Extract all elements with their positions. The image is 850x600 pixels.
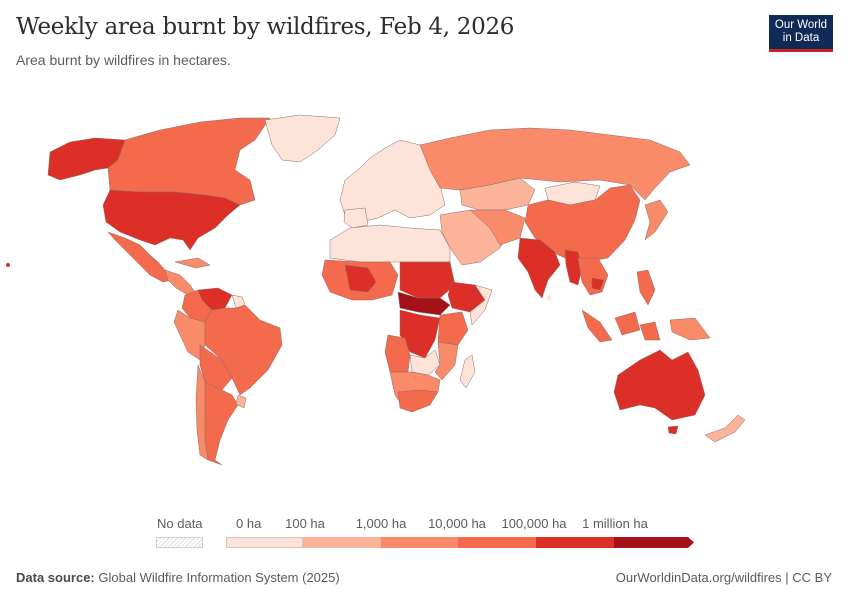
region-uruguay[interactable] (235, 394, 247, 409)
region-hawaii[interactable] (6, 263, 10, 267)
region-east-africa[interactable] (437, 311, 469, 346)
region-png[interactable] (669, 317, 711, 341)
region-sudan[interactable] (399, 261, 456, 299)
data-source: Data source: Global Wildfire Information… (16, 570, 340, 585)
region-greenland[interactable] (264, 114, 341, 163)
region-sahel-red[interactable] (344, 264, 377, 293)
legend-bin-2[interactable] (381, 537, 458, 548)
region-sri-lanka[interactable] (546, 295, 552, 301)
region-caribbean[interactable] (174, 257, 211, 269)
footer-url[interactable]: OurWorldinData.org/wildfires | CC BY (615, 570, 832, 585)
legend-no-data-swatch[interactable] (156, 537, 203, 548)
region-iberia[interactable] (343, 207, 369, 229)
data-source-label: Data source: (16, 570, 95, 585)
region-cambodia[interactable] (591, 277, 605, 291)
legend-bin-3[interactable] (458, 537, 536, 548)
logo-line-1: Our World (774, 19, 828, 31)
region-horn[interactable] (469, 284, 493, 326)
region-madagascar[interactable] (459, 354, 476, 389)
legend-label-4: 100,000 ha (501, 516, 567, 531)
legend-no-data-label: No data (157, 516, 203, 531)
data-source-value[interactable]: Global Wildfire Information System (2025… (98, 570, 340, 585)
legend-label-1: 100 ha (285, 516, 325, 531)
chart-title: Weekly area burnt by wildfires, Feb 4, 2… (16, 14, 515, 40)
region-myanmar[interactable] (564, 249, 583, 286)
region-south-africa[interactable] (397, 389, 439, 413)
legend-label-2: 1,000 ha (355, 516, 407, 531)
legend-bin-5[interactable] (614, 537, 694, 548)
region-argentina[interactable] (204, 381, 239, 466)
logo-line-2: in Data (782, 32, 820, 44)
legend-bin-4[interactable] (536, 537, 614, 548)
legend: No data 0 ha 100 ha 1,000 ha 10,000 ha 1… (150, 516, 710, 556)
legend-label-3: 10,000 ha (428, 516, 486, 531)
owid-logo[interactable]: Our World in Data (769, 15, 833, 52)
legend-label-0: 0 ha (236, 516, 262, 531)
region-new-zealand[interactable] (704, 414, 746, 443)
region-chile[interactable] (195, 364, 209, 461)
region-mozambique[interactable] (434, 341, 459, 381)
legend-label-5: 1 million ha (582, 516, 648, 531)
region-se-asia[interactable] (577, 257, 609, 296)
region-central-america[interactable] (164, 269, 196, 296)
world-map[interactable] (0, 100, 850, 520)
region-india[interactable] (517, 237, 561, 299)
region-australia[interactable] (613, 349, 706, 421)
legend-bin-1[interactable] (303, 537, 381, 548)
region-tasmania[interactable] (667, 425, 679, 435)
region-usa[interactable] (102, 189, 241, 251)
region-indonesia[interactable] (581, 309, 661, 343)
region-philippines[interactable] (636, 269, 656, 306)
region-car-ssd[interactable] (397, 291, 451, 316)
region-korea-japan[interactable] (644, 199, 669, 241)
legend-bin-0[interactable] (226, 537, 303, 548)
region-north-africa[interactable] (329, 224, 451, 263)
chart-subtitle: Area burnt by wildfires in hectares. (16, 52, 231, 68)
